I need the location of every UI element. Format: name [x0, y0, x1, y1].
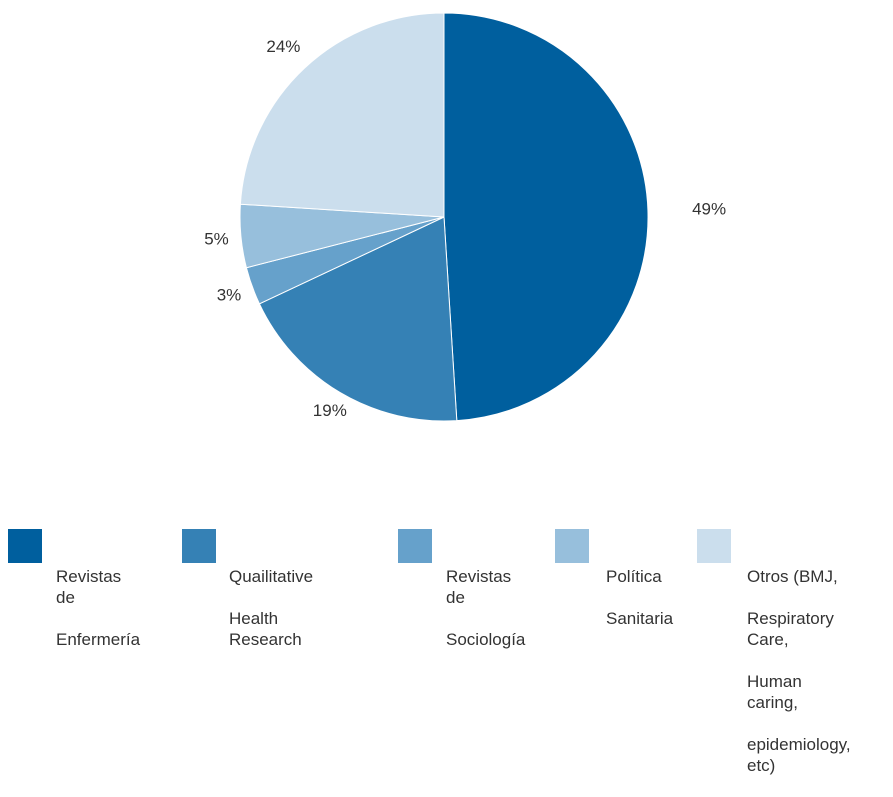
pie-value-labels: 49% 19% 3% 5% 24% [204, 37, 726, 420]
pie-slice-1 [258, 216, 458, 422]
pie-slice-0 [443, 12, 649, 422]
legend-label: Quailitative Health Research [229, 567, 314, 649]
legend-swatch [555, 529, 589, 563]
pie-slice-4 [239, 12, 445, 218]
pie-slices [239, 12, 649, 422]
pie-value-label-0: 49% [692, 200, 726, 219]
legend-label: Revistas de Enfermería [56, 567, 141, 649]
pie-value-label-2: 3% [217, 285, 242, 304]
pie-value-label-4: 24% [266, 37, 300, 56]
chart-legend: Revistas de Enfermería Quailitative Heal… [0, 529, 893, 775]
legend-label: Política Sanitaria [606, 567, 674, 628]
legend-swatch [8, 529, 42, 563]
pie-value-label-1: 19% [313, 401, 347, 420]
pie-chart: 49% 19% 3% 5% 24% [204, 12, 726, 422]
legend-label: Revistas de Sociología [446, 567, 526, 649]
legend-label: Otros (BMJ, Respiratory Care, Human cari… [747, 567, 851, 775]
legend-swatch [398, 529, 432, 563]
legend-swatch [697, 529, 731, 563]
pie-value-label-3: 5% [204, 230, 229, 249]
legend-swatch [182, 529, 216, 563]
